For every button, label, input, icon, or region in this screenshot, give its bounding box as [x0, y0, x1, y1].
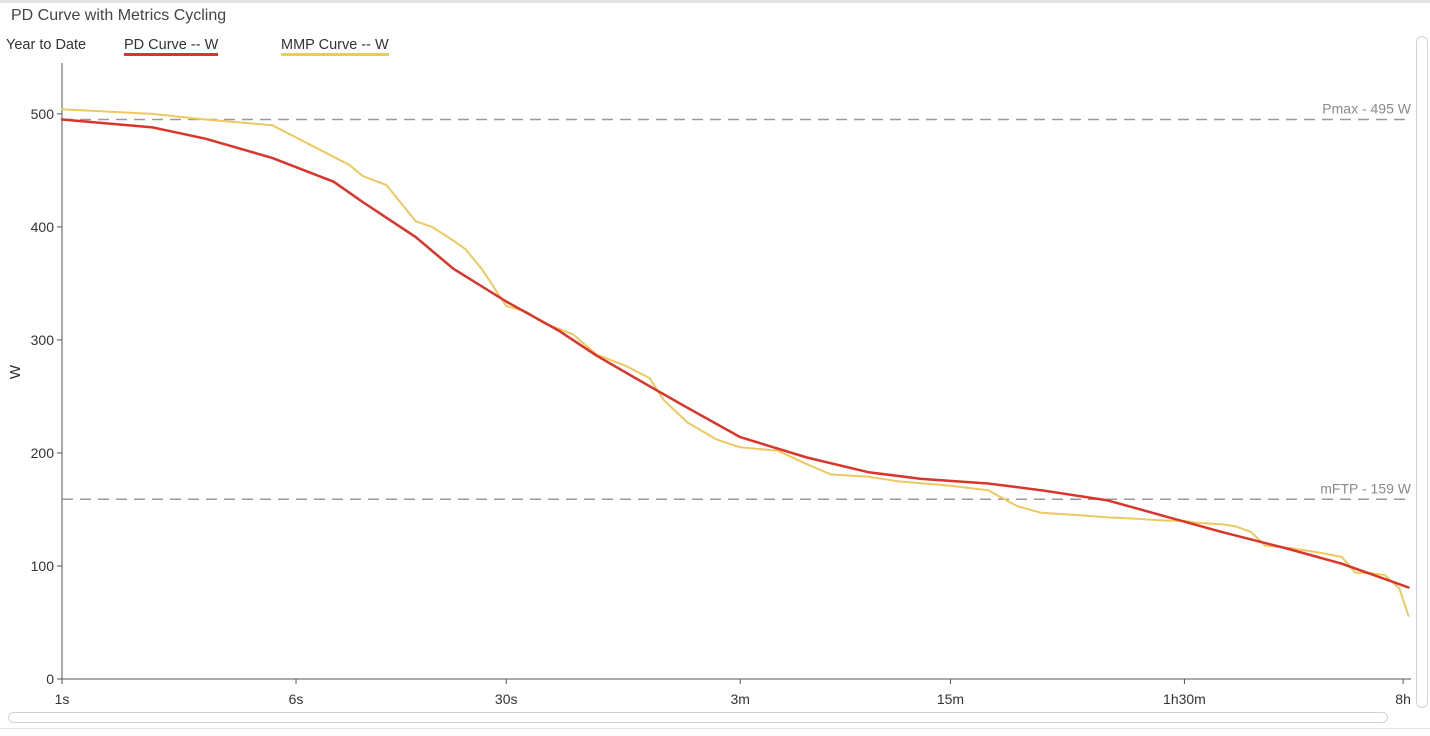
y-tick-label: 200 [31, 445, 55, 461]
legend-period: Year to Date [6, 37, 87, 53]
legend-label-pd-curve: PD Curve -- W [124, 37, 219, 53]
x-tick-label: 15m [937, 691, 964, 707]
legend-swatch-pd-curve [124, 53, 219, 56]
x-tick-label: 1s [55, 691, 70, 707]
plot-area [60, 108, 1410, 617]
y-tick-label: 0 [46, 671, 54, 687]
legend-entry-pd-curve[interactable]: PD Curve -- W [124, 37, 219, 56]
y-tick-label: 300 [31, 332, 55, 348]
horizontal-scrollbar[interactable] [8, 712, 1388, 723]
window-bottom-border [0, 728, 1430, 729]
x-tick-label: 1h30m [1163, 691, 1206, 707]
axes: 0 100 200 300 400 500 1s 6s 30s 3m 15m 1h30m 8h W [7, 63, 1411, 707]
reference-line-label: Pmax - 495 W [1322, 101, 1411, 117]
series-line-pd-curve [60, 118, 1410, 589]
x-tick-label: 3m [731, 691, 750, 707]
x-tick-label: 8h [1395, 691, 1411, 707]
y-tick-label: 500 [31, 106, 55, 122]
y-tick-label: 400 [31, 219, 55, 235]
legend-swatch-mmp-curve [281, 53, 389, 56]
x-tick-label: 6s [289, 691, 304, 707]
legend-label-mmp-curve: MMP Curve -- W [281, 37, 389, 53]
window-top-border [0, 0, 1430, 3]
reference-lines: Pmax - 495 W mFTP - 159 W [62, 101, 1412, 501]
series-line-mmp-curve [61, 108, 1410, 617]
x-tick-label: 30s [495, 691, 518, 707]
vertical-scrollbar[interactable] [1416, 36, 1428, 708]
chart-title: PD Curve with Metrics Cycling [11, 7, 227, 24]
legend-entry-mmp-curve[interactable]: MMP Curve -- W [281, 37, 389, 56]
reference-line-label: mFTP - 159 W [1320, 480, 1412, 496]
y-axis-label: W [7, 364, 24, 379]
y-tick-label: 100 [31, 558, 55, 574]
